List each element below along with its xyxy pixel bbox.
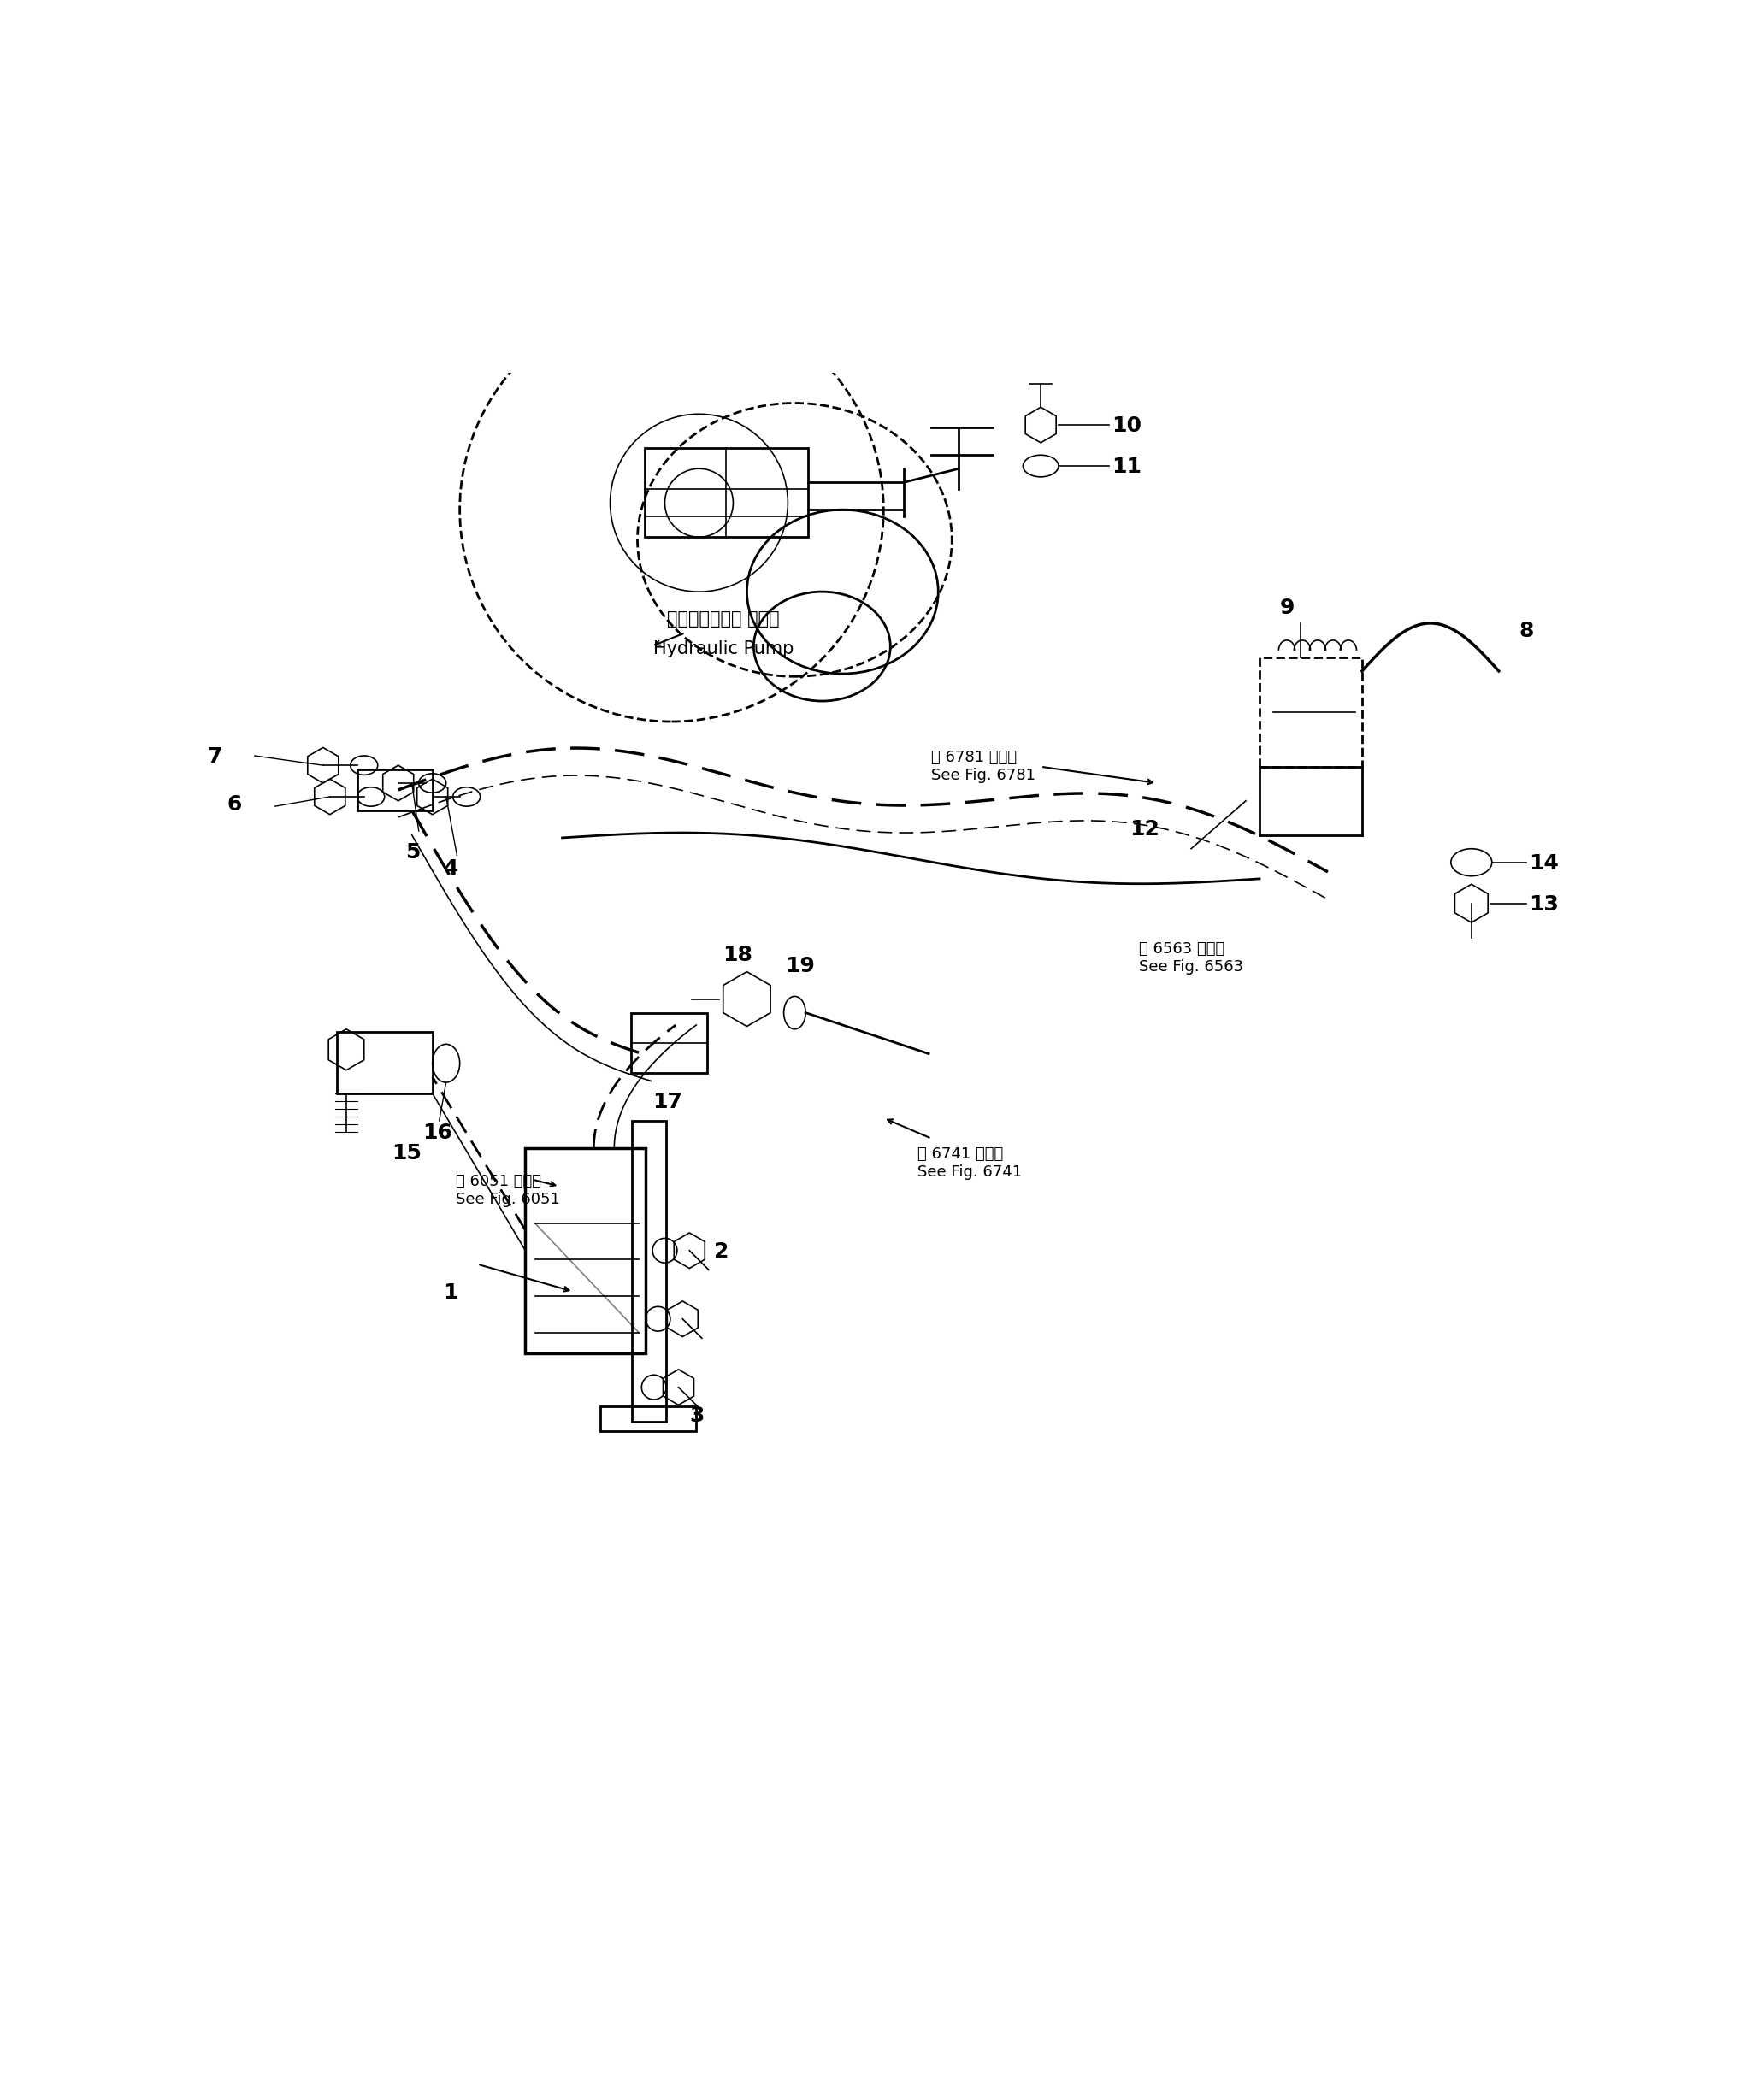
Bar [600,1406,697,1431]
Text: 19: 19 [785,956,815,977]
Text: 13: 13 [1529,893,1559,914]
Text: 8: 8 [1519,621,1535,640]
Bar [526,1149,646,1354]
Text: Hydraulic Pump: Hydraulic Pump [653,640,794,657]
Text: 6: 6 [228,795,242,814]
Text: 15: 15 [392,1142,422,1163]
Text: 第 6781 図参照
See Fig. 6781: 第 6781 図参照 See Fig. 6781 [931,751,1035,782]
Text: 9: 9 [1281,598,1295,617]
Text: 2: 2 [714,1241,729,1261]
Text: 12: 12 [1129,818,1159,839]
Text: 10: 10 [1111,416,1141,435]
Bar [1259,657,1362,766]
Text: 18: 18 [721,943,751,964]
Text: 1: 1 [443,1282,459,1303]
Bar [644,448,808,538]
Text: 17: 17 [653,1092,683,1113]
Text: 4: 4 [443,858,459,879]
Text: 11: 11 [1111,456,1141,477]
Text: 16: 16 [423,1121,453,1142]
Text: 3: 3 [690,1406,704,1425]
Text: 7: 7 [206,747,222,768]
Bar [632,1013,707,1073]
Text: 5: 5 [406,841,420,862]
Text: 第 6563 図参照
See Fig. 6563: 第 6563 図参照 See Fig. 6563 [1140,941,1244,975]
Text: 14: 14 [1529,854,1559,874]
Text: 第 6051 図参照
See Fig. 6051: 第 6051 図参照 See Fig. 6051 [455,1174,559,1207]
Bar [337,1031,432,1094]
Bar [358,770,432,810]
Text: ハイドロリック ポンプ: ハイドロリック ポンプ [667,611,780,628]
Bar [632,1121,667,1420]
Text: 第 6741 図参照
See Fig. 6741: 第 6741 図参照 See Fig. 6741 [917,1146,1021,1180]
